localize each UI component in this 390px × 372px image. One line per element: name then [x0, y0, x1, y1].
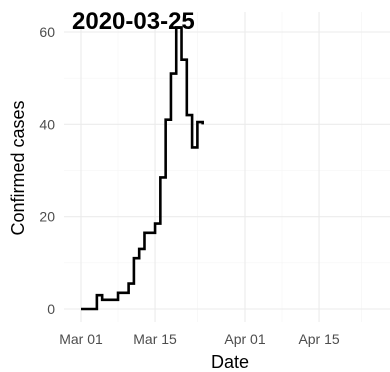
- x-axis-title: Date: [211, 352, 249, 372]
- y-tick-label: 20: [39, 209, 55, 225]
- y-tick-label: 0: [47, 301, 55, 317]
- grid: [64, 12, 390, 322]
- y-axis-ticks: 0 20 40 60: [39, 24, 55, 317]
- y-tick-label: 40: [39, 116, 55, 132]
- x-tick-label: Apr 15: [298, 331, 339, 347]
- x-axis-ticks: Mar 01 Mar 15 Apr 01 Apr 15: [59, 331, 340, 347]
- chart-title: 2020-03-25: [72, 8, 195, 35]
- x-tick-label: Apr 01: [224, 331, 265, 347]
- x-tick-label: Mar 15: [133, 331, 177, 347]
- series-layer: [81, 26, 204, 311]
- x-tick-label: Mar 01: [59, 331, 103, 347]
- y-axis-title: Confirmed cases: [8, 100, 28, 235]
- series-line-0: [81, 26, 204, 311]
- y-tick-label: 60: [39, 24, 55, 40]
